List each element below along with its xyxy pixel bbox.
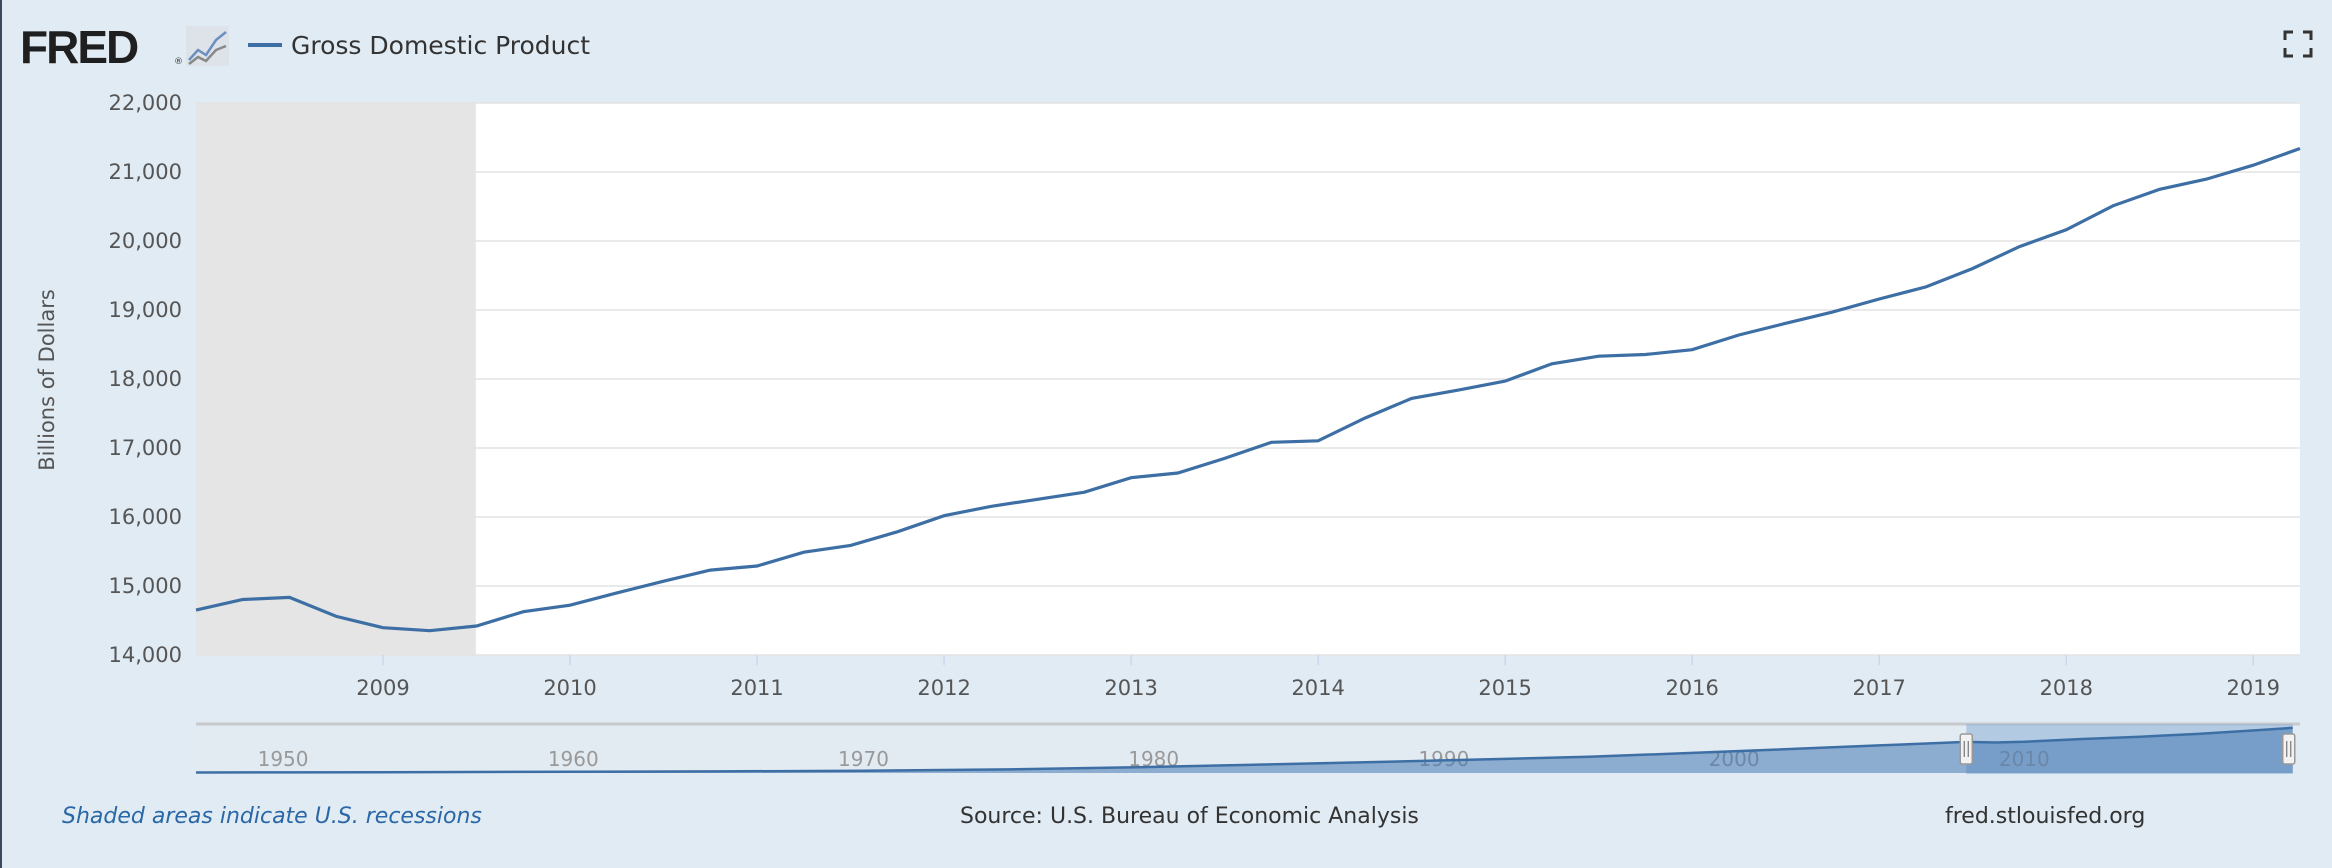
navigator-line xyxy=(195,726,2293,774)
x-tick-label: 2014 xyxy=(1291,676,1344,700)
y-tick-label: 20,000 xyxy=(109,229,182,253)
recession-note[interactable]: Shaded areas indicate U.S. recessions xyxy=(62,804,482,829)
x-tick-label: 2015 xyxy=(1478,676,1531,700)
x-tick-label: 2013 xyxy=(1104,676,1157,700)
source-text: Source: U.S. Bureau of Economic Analysis xyxy=(960,804,1419,829)
y-tick-label: 22,000 xyxy=(109,91,182,115)
series-line-gdp xyxy=(195,146,2301,633)
y-tick-label: 17,000 xyxy=(109,436,182,460)
svg-text:FRED: FRED xyxy=(20,21,138,73)
expand-icon[interactable] xyxy=(2283,30,2313,58)
x-tick-label: 2011 xyxy=(730,676,783,700)
x-tick-label: 2012 xyxy=(917,676,970,700)
fred-logo[interactable]: FRED ® xyxy=(20,21,229,73)
svg-text:®: ® xyxy=(174,57,183,67)
y-tick-label: 14,000 xyxy=(109,643,182,667)
navigator-handle-left[interactable] xyxy=(1959,733,1974,765)
y-tick-label: 18,000 xyxy=(109,367,182,391)
site-link[interactable]: fred.stlouisfed.org xyxy=(1945,804,2146,829)
x-tick-label: 2010 xyxy=(543,676,596,700)
y-tick-label: 15,000 xyxy=(109,574,182,598)
x-tick-label: 2016 xyxy=(1665,676,1718,700)
navigator-tick-label: 1960 xyxy=(548,747,599,771)
y-tick-label: 16,000 xyxy=(109,505,182,529)
navigator-area xyxy=(196,727,2293,773)
x-tick-label: 2017 xyxy=(1852,676,1905,700)
y-axis-label: Billions of Dollars xyxy=(35,289,59,471)
x-tick-label: 2019 xyxy=(2227,676,2280,700)
y-tick-label: 19,000 xyxy=(109,298,182,322)
x-tick-label: 2018 xyxy=(2039,676,2092,700)
navigator-tick-label: 1950 xyxy=(258,747,309,771)
range-navigator[interactable]: 1950196019701980199020002010 xyxy=(195,722,2300,774)
navigator-handle-right[interactable] xyxy=(2281,733,2296,765)
series-title: Gross Domestic Product xyxy=(291,31,590,60)
window-edge xyxy=(0,0,2,868)
navigator-tick-label: 1970 xyxy=(838,747,889,771)
y-tick-label: 21,000 xyxy=(109,160,182,184)
x-tick-label: 2009 xyxy=(356,676,409,700)
